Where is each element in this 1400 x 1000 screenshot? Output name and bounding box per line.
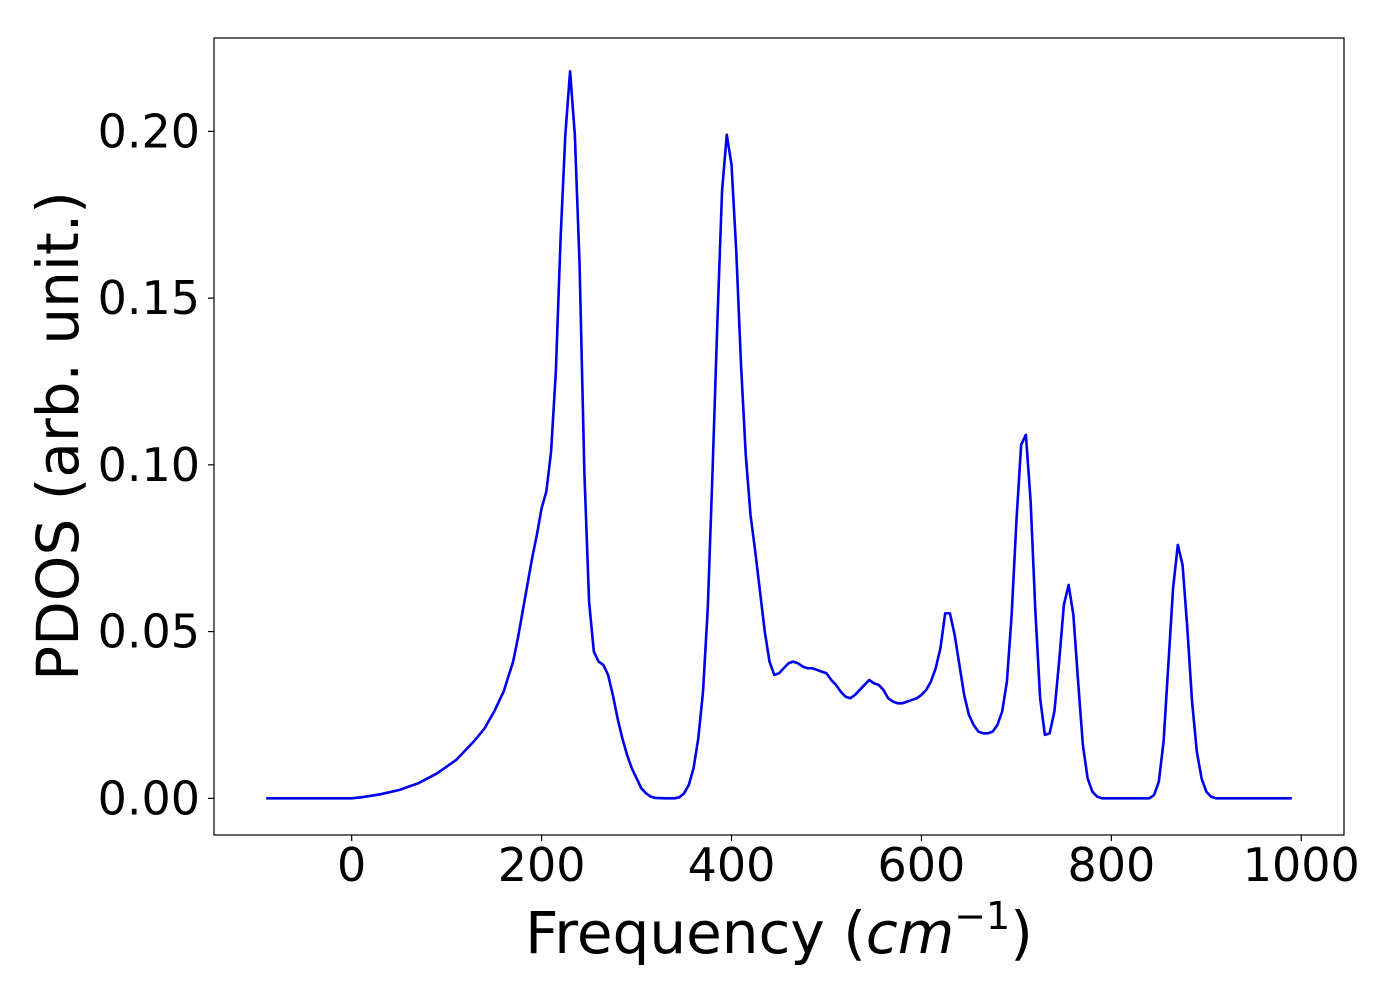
x-tick-label: 1000	[1243, 838, 1360, 892]
x-tick-label: 0	[337, 838, 366, 892]
y-tick-label: 0.15	[98, 271, 200, 325]
plot-frame	[213, 37, 1345, 836]
x-tick-label: 800	[1067, 838, 1155, 892]
y-tick-label: 0.05	[98, 605, 200, 659]
x-tick-label: 600	[878, 838, 966, 892]
x-axis-ticks: 0 200 400 600 800 1000	[337, 835, 1360, 892]
x-axis-label-text: Frequency	[525, 899, 825, 967]
y-axis-ticks: 0.00 0.05 0.10 0.15 0.20	[98, 104, 214, 825]
pdos-series-line	[266, 70, 1292, 800]
x-axis-label-paren-open: (	[843, 899, 866, 967]
x-axis-label: Frequency (cm−1)	[525, 894, 1033, 967]
y-tick-label: 0.20	[98, 104, 200, 158]
y-tick-label: 0.00	[98, 771, 200, 825]
x-axis-label-unit: cm	[866, 899, 954, 967]
x-tick-label: 200	[498, 838, 586, 892]
y-tick-label: 0.10	[98, 438, 200, 492]
x-axis-label-paren-close: )	[1010, 899, 1033, 967]
y-axis-label: PDOS (arb. unit.)	[24, 191, 92, 681]
x-tick-label: 400	[688, 838, 776, 892]
x-axis-label-unit-exp: −1	[954, 894, 1010, 938]
